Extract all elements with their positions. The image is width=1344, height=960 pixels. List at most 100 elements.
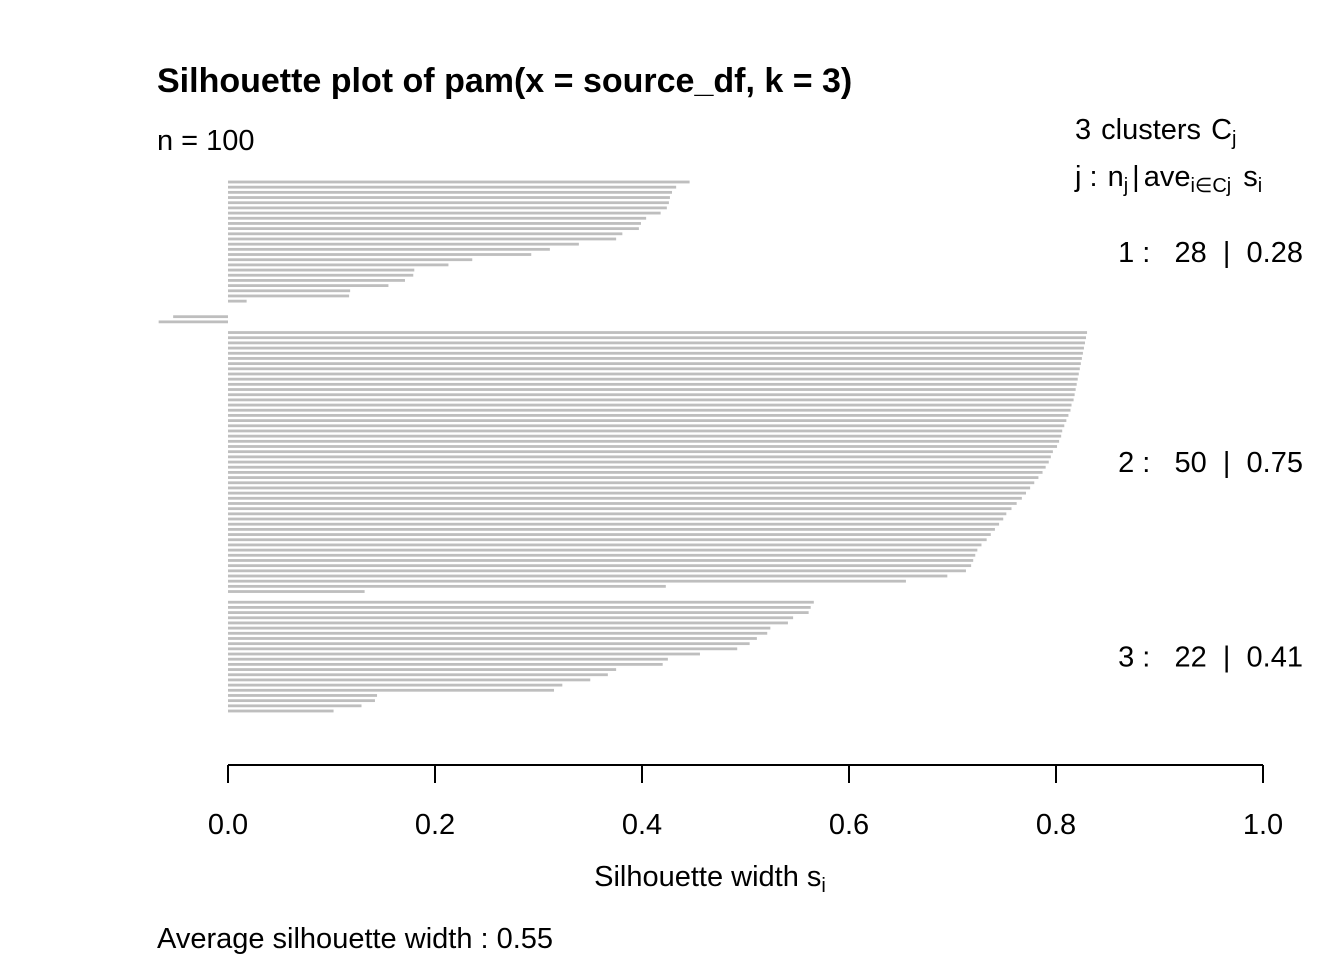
silhouette-bar-c3-5 — [228, 621, 788, 625]
bars-group — [158, 180, 1088, 713]
silhouette-bar-c1-28 — [158, 320, 228, 324]
silhouette-bar-c1-12 — [228, 237, 617, 241]
silhouette-bar-c2-17 — [228, 414, 1069, 417]
silhouette-bar-c2-25 — [228, 455, 1051, 459]
legend-s-sub: i — [1258, 175, 1262, 197]
silhouette-bar-c2-7 — [228, 362, 1081, 366]
silhouette-bar-c1-17 — [228, 263, 449, 267]
silhouette-bar-c2-32 — [228, 491, 1026, 495]
silhouette-bar-c3-10 — [228, 647, 738, 651]
silhouette-bar-c1-9 — [228, 222, 641, 225]
silhouette-bar-c2-16 — [228, 408, 1071, 412]
legend-n: n — [1108, 161, 1124, 193]
silhouette-bar-c3-6 — [228, 626, 771, 630]
silhouette-bar-c1-18 — [228, 268, 415, 272]
silhouette-bar-c2-30 — [228, 481, 1035, 485]
silhouette-bar-c2-51 — [228, 590, 365, 593]
silhouette-bar-c3-4 — [228, 616, 794, 620]
legend-n-sub: j — [1123, 175, 1128, 197]
silhouette-bar-c1-2 — [228, 185, 677, 189]
silhouette-bar-c3-12 — [228, 657, 668, 661]
silhouette-bar-c2-26 — [228, 460, 1049, 464]
silhouette-bar-c2-38 — [228, 522, 1000, 526]
silhouette-bar-c2-34 — [228, 502, 1017, 505]
silhouette-bar-c2-1 — [228, 331, 1088, 334]
clusters-text: clusters — [1101, 114, 1201, 146]
silhouette-bar-c2-33 — [228, 496, 1022, 500]
silhouette-bar-c2-29 — [228, 476, 1039, 479]
legend-prefix: j : — [1074, 161, 1098, 193]
silhouette-bar-c2-43 — [228, 548, 978, 552]
x-tick-label-5: 1.0 — [1243, 809, 1283, 841]
silhouette-bar-c2-14 — [228, 398, 1074, 402]
silhouette-bar-c3-8 — [228, 637, 757, 640]
silhouette-bar-c1-10 — [228, 227, 639, 231]
silhouette-bar-c1-15 — [228, 253, 532, 256]
silhouette-bar-c3-13 — [228, 662, 663, 666]
silhouette-bar-c3-1 — [228, 600, 814, 604]
silhouette-bar-c1-1 — [228, 180, 690, 184]
silhouette-bar-c2-50 — [228, 584, 666, 588]
x-axis: 0.0 0.2 0.4 0.6 0.8 1.0 — [208, 765, 1283, 841]
silhouette-bar-c3-18 — [228, 688, 555, 692]
x-axis-label-sub: i — [821, 875, 825, 897]
silhouette-bar-c3-19 — [228, 694, 378, 697]
clusters-symbol: C — [1211, 114, 1232, 146]
legend-header: j : nj | avei∈Cj si — [1074, 161, 1262, 197]
silhouette-bar-c1-20 — [228, 279, 405, 282]
silhouette-bar-c2-19 — [228, 424, 1065, 428]
legend-sep: | — [1132, 161, 1140, 193]
silhouette-bar-c2-39 — [228, 527, 995, 531]
silhouette-bar-c3-16 — [228, 678, 591, 682]
silhouette-bar-c2-2 — [228, 336, 1087, 340]
silhouette-bar-c1-8 — [228, 216, 647, 220]
silhouette-bar-c1-4 — [228, 196, 670, 199]
silhouette-bar-c1-22 — [228, 289, 351, 293]
silhouette-bar-c2-23 — [228, 445, 1058, 448]
silhouette-bar-c1-5 — [228, 201, 669, 205]
silhouette-bar-c2-6 — [228, 357, 1082, 360]
silhouette-bar-c2-22 — [228, 439, 1060, 443]
average-width-footer: Average silhouette width : 0.55 — [157, 923, 553, 955]
silhouette-bar-c1-23 — [228, 294, 350, 298]
x-tick-label-3: 0.6 — [829, 809, 869, 841]
silhouette-bar-c1-3 — [228, 190, 673, 194]
silhouette-bar-c3-2 — [228, 606, 811, 609]
silhouette-bar-c2-44 — [228, 553, 976, 557]
silhouette-bar-c3-14 — [228, 668, 617, 671]
silhouette-bar-c2-3 — [228, 341, 1085, 345]
legend-ave: ave — [1144, 161, 1191, 193]
x-axis-label-main: Silhouette width s — [594, 861, 821, 893]
n-label: n = 100 — [157, 125, 255, 157]
silhouette-bar-c1-13 — [228, 242, 579, 246]
silhouette-bar-c2-37 — [228, 517, 1004, 521]
silhouette-bar-c1-7 — [228, 211, 661, 215]
x-tick-label-2: 0.4 — [622, 809, 662, 841]
cluster-labels: 1 : 28 | 0.28 2 : 50 | 0.75 3 : 22 | 0.41 — [1118, 237, 1303, 674]
chart-title: Silhouette plot of pam(x = source_df, k … — [157, 62, 852, 100]
x-tick-label-1: 0.2 — [415, 809, 455, 841]
clusters-header: 3 clusters Cj — [1075, 114, 1236, 150]
silhouette-bar-c1-16 — [228, 258, 473, 262]
silhouette-bar-c1-24 — [228, 299, 247, 303]
silhouette-bar-c2-27 — [228, 465, 1046, 469]
silhouette-bar-c2-20 — [228, 429, 1063, 433]
legend-ave-sub: i∈Cj — [1190, 175, 1231, 197]
clusters-symbol-sub: j — [1231, 128, 1236, 150]
silhouette-bar-c2-15 — [228, 403, 1072, 407]
silhouette-bar-c1-6 — [228, 206, 667, 210]
silhouette-bar-c2-5 — [228, 351, 1083, 355]
silhouette-bar-c1-19 — [228, 273, 414, 277]
silhouette-bar-c3-15 — [228, 673, 608, 677]
silhouette-bar-c2-18 — [228, 419, 1067, 422]
silhouette-bar-c3-3 — [228, 611, 809, 614]
silhouette-bar-c1-27 — [173, 315, 228, 319]
silhouette-bar-c3-11 — [228, 652, 700, 656]
silhouette-bar-c2-21 — [228, 434, 1062, 438]
silhouette-bar-c2-28 — [228, 471, 1043, 474]
silhouette-bar-c3-7 — [228, 631, 768, 635]
x-tick-label-0: 0.0 — [208, 809, 248, 841]
silhouette-bar-c2-42 — [228, 543, 982, 547]
silhouette-bar-c3-17 — [228, 683, 563, 687]
